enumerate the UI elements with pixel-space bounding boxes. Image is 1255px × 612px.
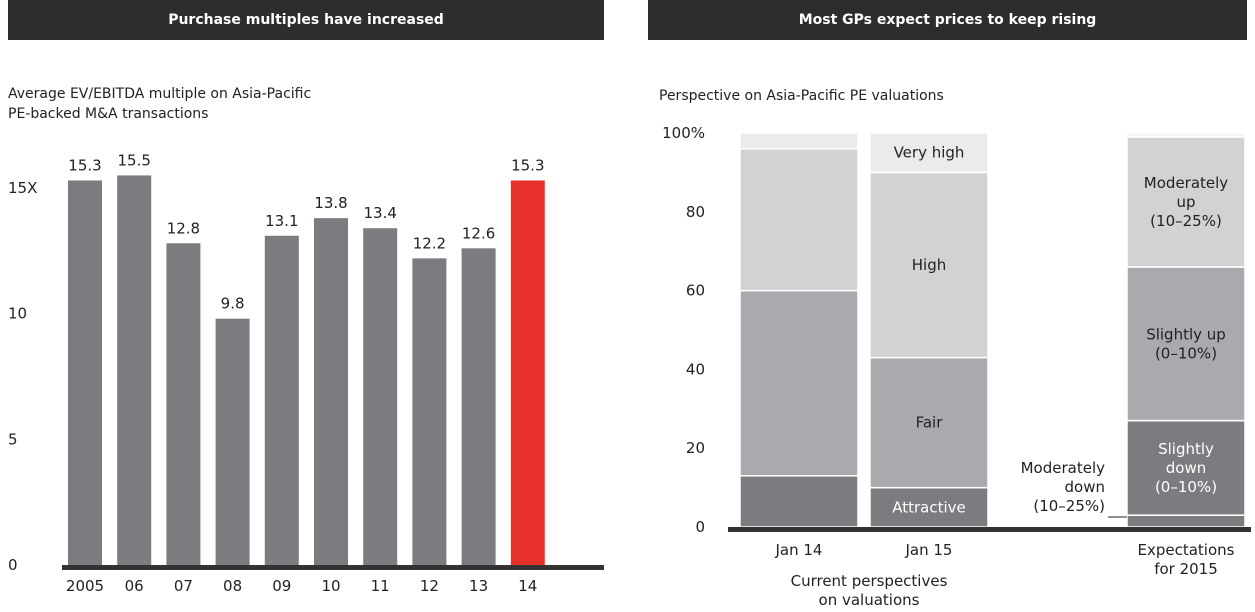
left-xtick-label-2005: 2005 [66, 577, 104, 595]
right-segment-label-2-3-0: Moderately [1144, 174, 1229, 192]
left-ytick-label-0: 0 [8, 556, 18, 574]
right-segment-label-2-3-1: up [1176, 193, 1195, 211]
right-segment-2-1 [1126, 419, 1246, 516]
right-ytick-label-0: 0 [695, 518, 705, 536]
right-segment-2-0 [1126, 514, 1246, 528]
left-ytick-label-5: 5 [8, 430, 18, 448]
left-value-label-09: 13.1 [265, 212, 298, 230]
left-bar-13 [461, 248, 496, 565]
right-segment-0-1 [739, 289, 859, 477]
right-xtick-label-1-0: Jan 15 [905, 541, 953, 559]
right-xtick-label-0-0: Jan 14 [775, 541, 823, 559]
left-bar-chart: 0 5 10 15X 15.3 2005 15.5 06 12.8 07 9.8 08 13.1 09 13… [8, 151, 604, 595]
left-value-label-08: 9.8 [221, 295, 245, 313]
right-segment-label-2-2-1: (0–10%) [1155, 344, 1217, 362]
right-segment-label-1-0-0: Attractive [892, 498, 966, 516]
right-group-label-1: on valuations [819, 591, 920, 609]
left-value-label-12: 12.2 [413, 234, 446, 252]
left-bar-14 [510, 180, 545, 565]
left-xtick-label-06: 06 [125, 577, 144, 595]
left-bar-2005 [68, 180, 102, 565]
left-chart-subtitle-line1: Average EV/EBITDA multiple on Asia-Pacif… [8, 86, 312, 102]
left-xtick-label-12: 12 [420, 577, 439, 595]
right-callout-label-0: Moderately [1021, 459, 1106, 477]
left-xtick-label-14: 14 [518, 577, 537, 595]
left-value-label-10: 13.8 [314, 194, 347, 212]
left-xtick-label-10: 10 [321, 577, 340, 595]
left-x-axis [62, 565, 604, 570]
left-panel-header: Purchase multiples have increased [8, 0, 604, 40]
right-segment-0-3 [739, 132, 859, 150]
right-ytick-label-100: 100% [662, 124, 705, 142]
left-bar-10 [314, 218, 348, 565]
right-segment-label-1-2-0: High [912, 256, 946, 274]
right-segment-label-2-1-2: (0–10%) [1155, 478, 1217, 496]
right-ytick-label-20: 20 [686, 439, 705, 457]
right-chart-subtitle: Perspective on Asia-Pacific PE valuation… [659, 88, 944, 104]
right-segment-2-2 [1126, 266, 1246, 422]
left-bar-06 [117, 175, 152, 565]
right-ytick-label-80: 80 [686, 203, 705, 221]
right-segment-label-2-2-0: Slightly up [1146, 325, 1226, 343]
left-value-label-06: 15.5 [117, 151, 150, 169]
right-segment-0-2 [739, 148, 859, 292]
right-panel-header: Most GPs expect prices to keep rising [648, 0, 1247, 40]
right-segment-0-0 [739, 475, 859, 528]
left-xtick-label-11: 11 [371, 577, 390, 595]
left-ytick-label-10: 10 [8, 305, 27, 323]
right-ytick-label-60: 60 [686, 282, 705, 300]
left-ytick-label-15: 15X [8, 179, 37, 197]
right-segment-label-1-1-0: Fair [916, 414, 944, 432]
left-value-label-13: 12.6 [462, 224, 495, 242]
right-callout-label-2: (10–25%) [1033, 497, 1105, 515]
right-segment-1-3 [869, 132, 989, 174]
left-bar-09 [264, 235, 299, 565]
left-chart-subtitle: Average EV/EBITDA multiple on Asia-Pacif… [8, 84, 311, 124]
left-value-label-11: 13.4 [363, 204, 396, 222]
right-xtick-label-2-1: for 2015 [1154, 560, 1218, 578]
right-segment-1-2 [869, 171, 989, 359]
right-group-label-0: Current perspectives [791, 572, 948, 590]
right-segment-2-4 [1126, 132, 1246, 138]
left-value-label-07: 12.8 [167, 219, 200, 237]
left-chart-subtitle-line2: PE-backed M&A transactions [8, 106, 209, 122]
left-xtick-label-08: 08 [223, 577, 242, 595]
left-value-label-2005: 15.3 [68, 156, 101, 174]
right-stacked-chart: 0 20 40 60 80 100% Jan 14 Attractive Fair High Ver… [662, 124, 1251, 609]
left-bar-07 [166, 243, 201, 565]
left-xtick-label-07: 07 [174, 577, 193, 595]
right-callout-label-1: down [1065, 478, 1105, 496]
left-value-label-14: 15.3 [511, 156, 544, 174]
right-segment-label-1-3-0: Very high [894, 144, 965, 162]
left-xtick-label-09: 09 [272, 577, 291, 595]
right-segment-label-2-3-2: (10–25%) [1150, 212, 1222, 230]
right-xtick-label-2-0: Expectations [1138, 541, 1235, 559]
left-bar-08 [215, 318, 250, 565]
right-segment-1-1 [869, 356, 989, 489]
left-bar-12 [412, 258, 447, 565]
right-segment-label-2-1-1: down [1166, 459, 1206, 477]
right-segment-label-2-1-0: Slightly [1158, 440, 1214, 458]
left-xtick-label-13: 13 [469, 577, 488, 595]
right-x-axis [728, 527, 1251, 532]
right-segment-2-3 [1126, 136, 1246, 268]
right-ytick-label-40: 40 [686, 360, 705, 378]
left-bar-11 [363, 228, 398, 566]
